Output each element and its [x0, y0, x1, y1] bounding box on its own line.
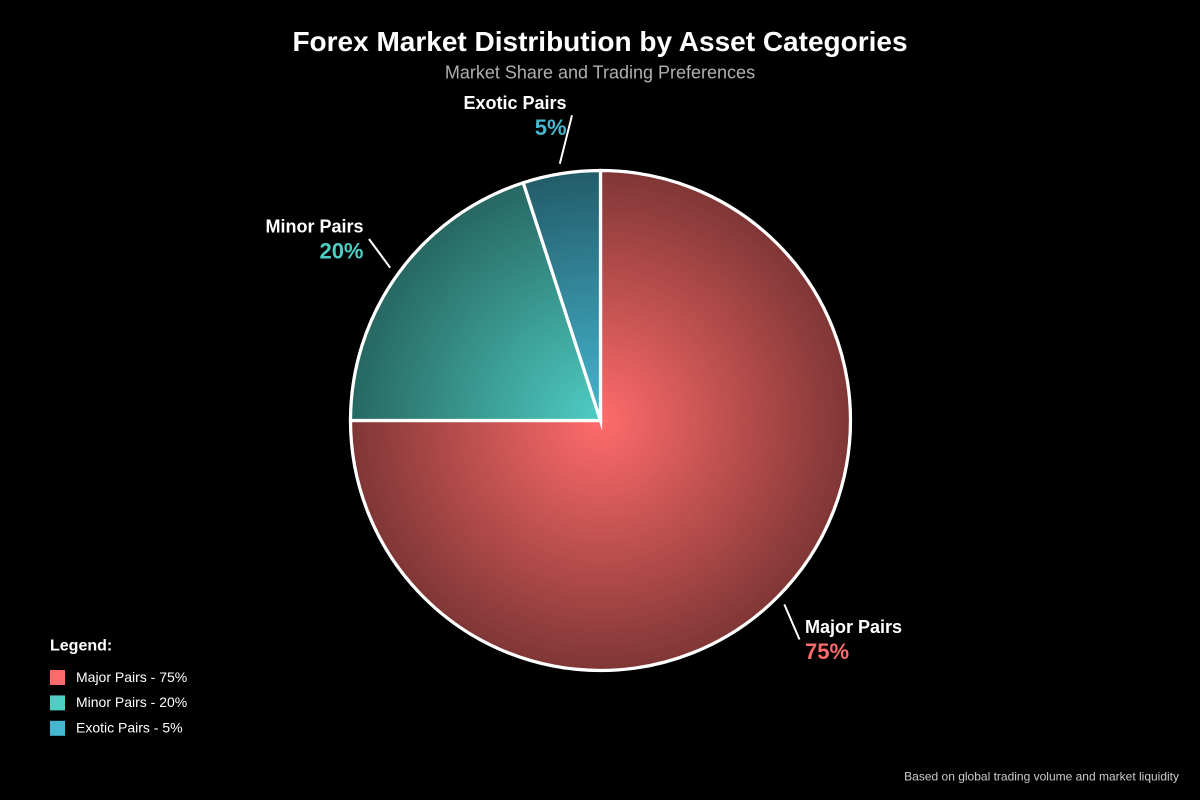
legend-item-exotic-pairs: Exotic Pairs - 5%: [50, 720, 183, 736]
legend-label-major-pairs: Major Pairs - 75%: [76, 669, 187, 685]
legend-swatch-exotic-pairs: [50, 720, 65, 736]
pie-label-exotic-pairs: Exotic Pairs: [463, 93, 566, 113]
pie-value-exotic-pairs: 5%: [535, 115, 567, 140]
pie-slice-exotic-pairs: [521, 168, 603, 431]
pie-label-major-pairs: Major Pairs: [805, 617, 902, 637]
legend-swatch-minor-pairs: [50, 695, 65, 711]
legend-title: Legend:: [50, 638, 112, 655]
legend-swatch-major-pairs: [50, 670, 65, 685]
pie-value-minor-pairs: 20%: [319, 239, 363, 264]
legend-item-major-pairs: Major Pairs - 75%: [50, 669, 187, 685]
legend-item-minor-pairs: Minor Pairs - 20%: [50, 694, 187, 711]
footer-note: Based on global trading volume and marke…: [904, 770, 1179, 784]
legend-label-exotic-pairs: Exotic Pairs - 5%: [76, 720, 183, 736]
label-line-exotic-pairs: [558, 115, 573, 164]
legend-label-minor-pairs: Minor Pairs - 20%: [76, 694, 187, 710]
pie-slice-minor-pairs: [348, 180, 603, 423]
pie-value-major-pairs: 75%: [805, 639, 849, 664]
legend: Legend: Major Pairs - 75% Minor Pairs - …: [50, 638, 187, 736]
label-line-major-pairs: [783, 603, 801, 640]
pie-label-minor-pairs: Minor Pairs: [265, 217, 363, 237]
chart-title: Forex Market Distribution by Asset Categ…: [292, 26, 907, 57]
label-line-minor-pairs: [368, 238, 391, 269]
chart-subtitle: Market Share and Trading Preferences: [445, 63, 755, 83]
